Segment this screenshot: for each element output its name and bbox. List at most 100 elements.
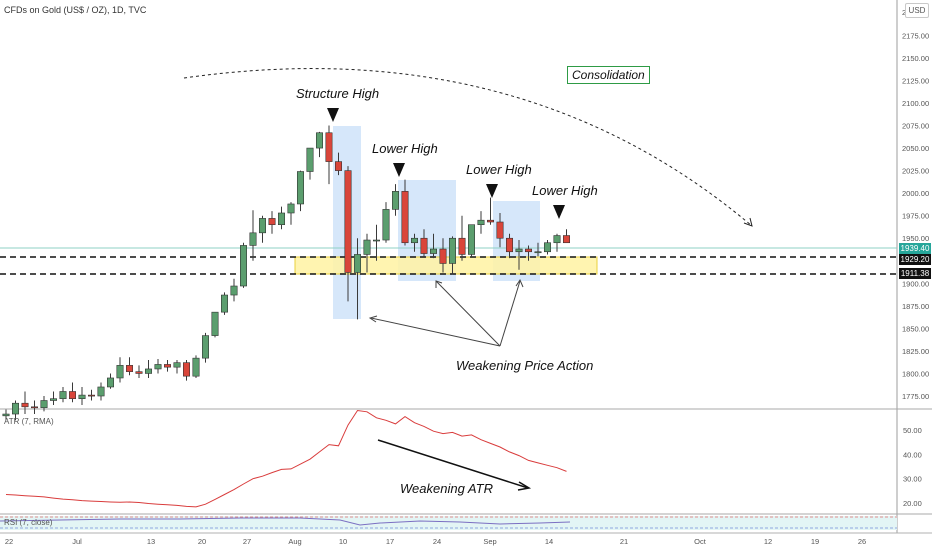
price-tick-label: 1875.00 — [902, 302, 929, 311]
candle-body — [401, 191, 409, 244]
price-tick-label: 1850.00 — [902, 324, 929, 333]
candle-body — [116, 365, 124, 379]
lower-high-label-1: Lower High — [372, 141, 438, 156]
pa-arrow-1-head — [368, 315, 378, 323]
candle-body — [135, 371, 143, 374]
time-tick-label: 17 — [386, 537, 394, 546]
candle-body — [183, 362, 191, 377]
price-tick-label: 2125.00 — [902, 76, 929, 85]
pa-arrow-1 — [370, 317, 501, 347]
price-tick-label: 1800.00 — [902, 369, 929, 378]
candle-body — [12, 402, 20, 415]
price-tick-label: 1775.00 — [902, 392, 929, 401]
candle-body — [353, 254, 361, 273]
price-tick-label: 2075.00 — [902, 122, 929, 131]
candle-body — [221, 294, 229, 313]
time-tick-label: 27 — [243, 537, 251, 546]
candle-body — [296, 171, 304, 205]
candle-body — [306, 147, 314, 172]
candle-body — [107, 377, 115, 388]
candle-body — [420, 237, 428, 254]
candle-body — [543, 242, 551, 253]
price-tick-label: 2000.00 — [902, 189, 929, 198]
atr-tick-label: 40.00 — [903, 450, 922, 459]
candle-body — [287, 203, 295, 214]
time-tick-label: Aug — [288, 537, 301, 546]
candle-body — [249, 232, 257, 246]
candle-body — [410, 237, 418, 244]
chart-title: CFDs on Gold (US$ / OZ), 1D, TVC — [4, 5, 147, 15]
candle-body — [2, 413, 10, 417]
price-tick-label: 2100.00 — [902, 99, 929, 108]
candle-body — [30, 406, 38, 409]
candle-body — [78, 394, 86, 400]
consolidation-arc-head — [743, 217, 753, 227]
structure-high-marker — [327, 108, 339, 122]
candle-body — [515, 248, 523, 253]
candle-body — [344, 170, 352, 273]
time-tick-label: 19 — [811, 537, 819, 546]
candle-body — [88, 394, 96, 397]
price-tick-label: 2150.00 — [902, 54, 929, 63]
lower-high-marker-2 — [486, 184, 498, 198]
candle-body — [458, 237, 466, 255]
time-tick-label: 21 — [620, 537, 628, 546]
candle-body — [315, 132, 323, 149]
pa-arrow-3 — [499, 280, 521, 347]
rsi-indicator-label[interactable]: RSI (7, close) — [4, 518, 53, 527]
price-tick-label: 2050.00 — [902, 144, 929, 153]
atr-tick-label: 20.00 — [903, 499, 922, 508]
candle-body — [59, 391, 67, 400]
consolidation-arc — [183, 68, 753, 227]
candle-body — [562, 235, 570, 244]
candle-body — [372, 239, 380, 242]
candle-body — [268, 218, 276, 226]
candle-body — [553, 235, 561, 244]
time-tick-label: 13 — [147, 537, 155, 546]
candle-body — [391, 191, 399, 210]
candle-body — [439, 248, 447, 264]
lower-high-marker-1 — [393, 163, 405, 177]
currency-button[interactable]: USD — [905, 3, 929, 18]
time-tick-label: Sep — [483, 537, 496, 546]
atr-line — [5, 409, 567, 508]
candle-body — [69, 391, 77, 400]
time-tick-label: 24 — [433, 537, 441, 546]
time-tick-label: Jul — [72, 537, 82, 546]
candle-body — [192, 357, 200, 377]
candle-body — [334, 161, 342, 171]
candle-body — [202, 335, 210, 359]
candle-body — [164, 364, 172, 368]
axis-labels: 22175.002150.002125.002100.002075.002050… — [5, 8, 929, 546]
level-1-tag: 1929.20 — [899, 254, 931, 265]
lower-high-label-2: Lower High — [466, 162, 532, 177]
candle-body — [429, 248, 437, 254]
weakening-price-action-label: Weakening Price Action — [456, 358, 594, 373]
candle-body — [325, 132, 333, 162]
level-2-tag: 1911.38 — [899, 268, 931, 279]
atr-indicator-label[interactable]: ATR (7, RMA) — [4, 417, 54, 426]
candle-body — [126, 365, 134, 372]
candle-body — [382, 209, 390, 241]
candle-body — [496, 221, 504, 239]
candle-body — [97, 386, 105, 397]
structure-high-label: Structure High — [296, 86, 380, 101]
price-tick-label: 2 — [902, 8, 906, 17]
candle-body — [258, 218, 266, 234]
time-tick-label: 22 — [5, 537, 13, 546]
consolidation-label: Consolidation — [567, 66, 650, 84]
price-tick-label: 2175.00 — [902, 31, 929, 40]
time-tick-label: 26 — [858, 537, 866, 546]
time-tick-label: Oct — [694, 537, 707, 546]
atr-tick-label: 50.00 — [903, 426, 922, 435]
candle-body — [477, 219, 485, 226]
lower-high-label-3: Lower High — [532, 183, 598, 198]
candle-body — [277, 212, 285, 226]
last-price-tag: 1939.40 — [899, 243, 931, 254]
candle-body — [505, 237, 513, 253]
price-tick-label: 1825.00 — [902, 347, 929, 356]
candle-body — [154, 364, 162, 370]
pa-arrow-3-head — [515, 278, 524, 288]
